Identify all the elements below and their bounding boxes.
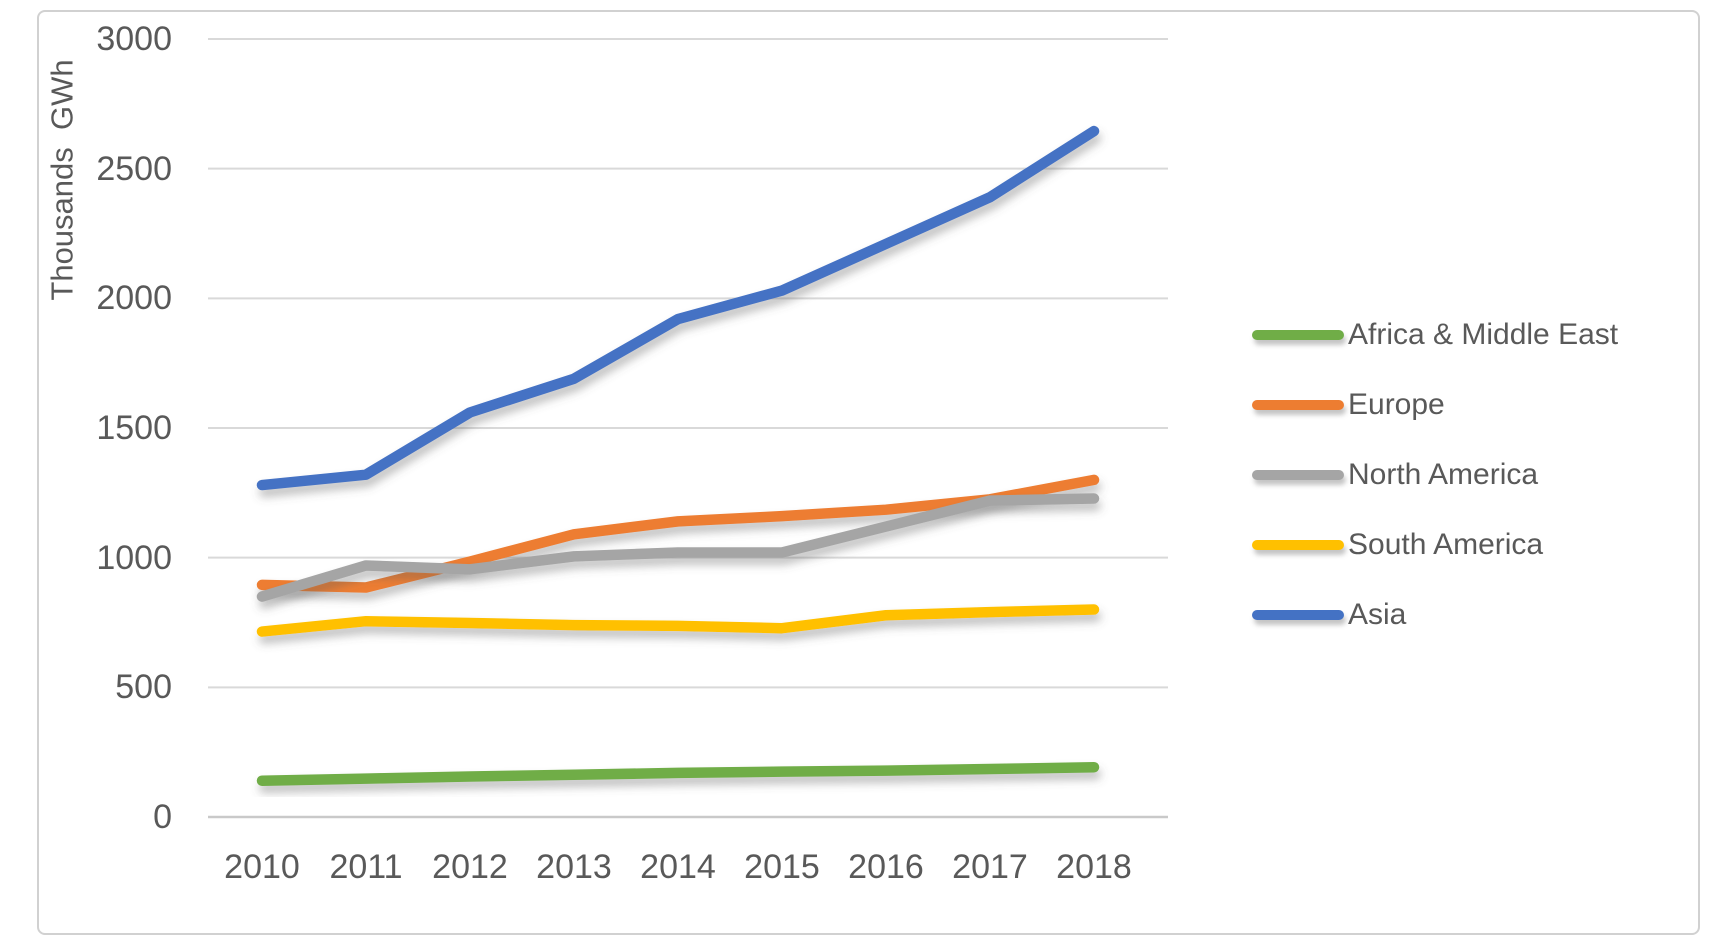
x-tick-label-2010: 2010: [224, 848, 300, 886]
series-line-africa-middle-east: [256, 761, 1100, 786]
series-line-south-america: [256, 604, 1100, 637]
x-tick-label-2013: 2013: [536, 848, 612, 886]
legend-swatch: [1252, 330, 1344, 340]
y-tick-label-2000: 2000: [96, 279, 172, 318]
legend-item-asia: Asia: [1252, 580, 1618, 650]
x-tick-label-2016: 2016: [848, 848, 924, 886]
legend-swatch: [1252, 470, 1344, 480]
legend-item-north-america: North America: [1252, 440, 1618, 510]
legend-item-south-america: South America: [1252, 510, 1618, 580]
legend-label: North America: [1348, 458, 1539, 491]
x-tick-label-2018: 2018: [1056, 848, 1132, 886]
y-tick-label-0: 0: [153, 798, 172, 836]
gridlines: [208, 38, 1168, 819]
y-tick-label-3000: 3000: [96, 20, 172, 58]
legend-swatch: [1252, 400, 1344, 410]
y-tick-label-500: 500: [115, 668, 172, 707]
legend: Africa & Middle East Europe North America S…: [1252, 300, 1618, 650]
legend-label: Africa & Middle East: [1348, 318, 1619, 351]
legend-label: South America: [1348, 528, 1544, 561]
legend-swatch: [1252, 540, 1344, 550]
legend-label: Asia: [1348, 598, 1407, 631]
x-tick-label-2017: 2017: [952, 848, 1028, 886]
y-tick-label-1000: 1000: [96, 538, 172, 577]
series-line-asia: [256, 125, 1100, 491]
x-tick-label-2014: 2014: [640, 848, 716, 886]
series-line-europe: [256, 474, 1100, 593]
x-tick-label-2012: 2012: [432, 848, 508, 886]
x-tick-label-2015: 2015: [744, 848, 820, 886]
y-tick-label-1500: 1500: [96, 409, 172, 447]
series-lines: [256, 125, 1100, 786]
series-line-north-america: [256, 493, 1100, 602]
legend-item-europe: Europe: [1252, 370, 1618, 440]
legend-item-africa-middle-east: Africa & Middle East: [1252, 300, 1618, 370]
x-tick-label-2011: 2011: [329, 848, 403, 886]
y-tick-label-2500: 2500: [96, 149, 172, 188]
legend-label: Europe: [1348, 388, 1445, 421]
legend-swatch: [1252, 610, 1344, 620]
